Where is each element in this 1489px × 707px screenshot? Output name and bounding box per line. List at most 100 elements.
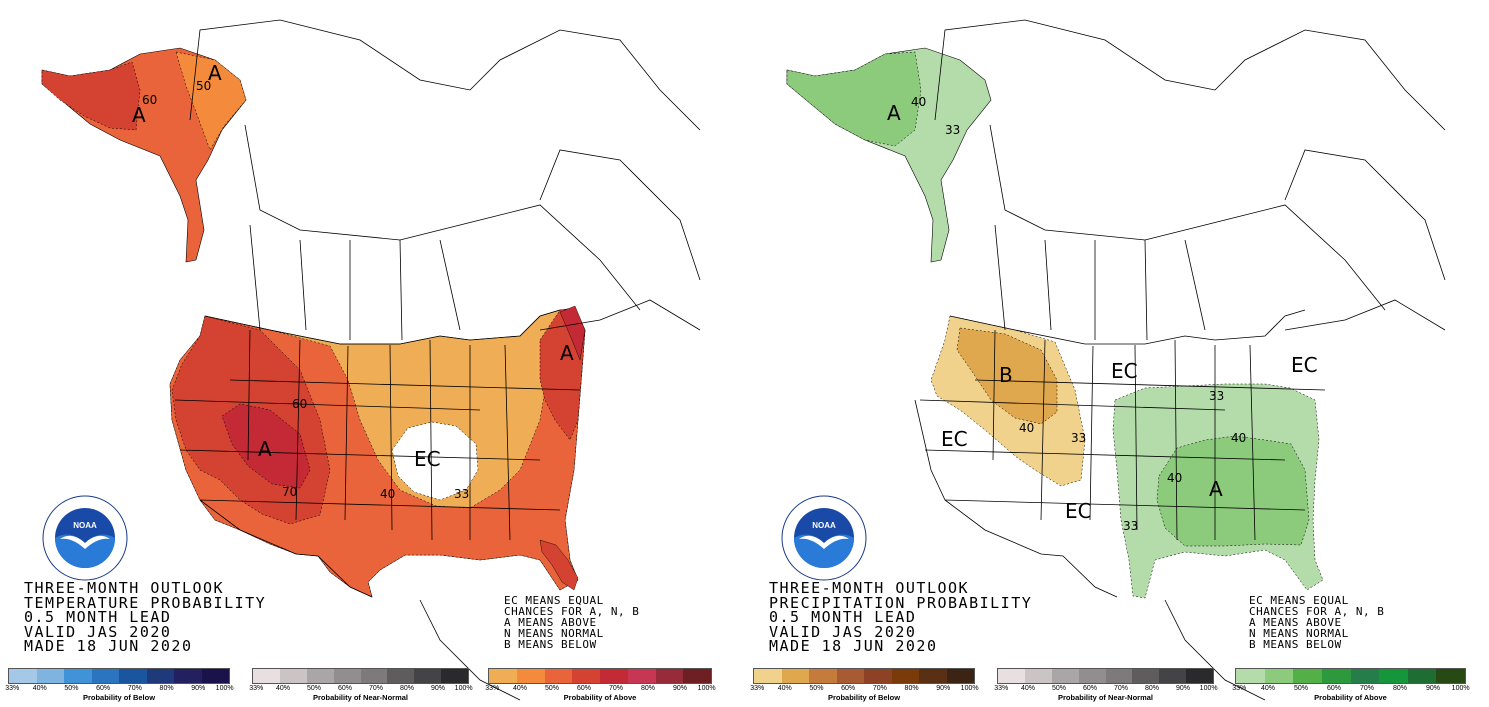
- legend-swatch: [279, 669, 307, 683]
- legend-swatch: [1132, 669, 1160, 683]
- precip-label-33: 33: [1071, 431, 1086, 445]
- southeast-wet-40: [1156, 435, 1310, 547]
- legend-caption: Probability of Near-Normal: [312, 693, 409, 702]
- legend-swatch: [414, 669, 442, 683]
- legend-tick-label: 33%: [485, 685, 500, 692]
- noaa-logo: NOAA: [781, 495, 867, 581]
- legend-swatch: [1078, 669, 1106, 683]
- precip-legend-below: 33% 40% 50% 60% 70% 80% 90% 100% Probability of …: [750, 668, 979, 702]
- legend-swatch: [1051, 669, 1079, 683]
- central-ec-area: [391, 421, 479, 501]
- legend-caption: Probability of Below: [827, 693, 901, 702]
- legend-caption: Probability of Above: [1314, 693, 1387, 702]
- legend-swatch: [1436, 669, 1465, 683]
- legend-tick-label: 33%: [994, 685, 1009, 692]
- legend-swatch: [544, 669, 573, 683]
- legend-tick-label: 33%: [1232, 685, 1247, 692]
- temp-label-alaska-a2: A: [132, 103, 146, 127]
- legend-ticks: 33% 40% 50% 60% 70% 80% 90% 100%: [249, 684, 472, 694]
- florida-above: [539, 539, 579, 591]
- precip-label-40: 40: [1019, 421, 1034, 435]
- legend-swatch: [572, 669, 600, 683]
- legend-caption: Probability of Near-Normal: [1057, 693, 1154, 702]
- precip-label-alaska-40: 40: [911, 95, 926, 109]
- title-line: TEMPERATURE PROBABILITY: [24, 593, 267, 612]
- legend-tick-label: 60%: [1326, 685, 1342, 692]
- legend-tick-label: 100%: [960, 685, 979, 692]
- legend-swatch: [1159, 669, 1187, 683]
- legend-swatch: [201, 669, 229, 683]
- precip-label-ec-west: EC: [941, 427, 968, 451]
- boundaries-temperature: [174, 19, 701, 701]
- precip-label-se-40: 40: [1231, 431, 1246, 445]
- legend-tick-label: 90%: [1425, 685, 1441, 692]
- legend-tick-label: 70%: [368, 685, 384, 692]
- ec-note-line: A MEANS ABOVE: [1249, 616, 1342, 629]
- legend-tick-label: 33%: [5, 685, 20, 692]
- title-line: MADE 18 JUN 2020: [769, 637, 938, 655]
- legend-caption: Probability of Below: [82, 693, 156, 702]
- noaa-logo-text: NOAA: [73, 521, 97, 530]
- legend-color-bar: [997, 668, 1214, 684]
- legend-tick-label: 50%: [1293, 685, 1309, 692]
- legend-swatch: [627, 669, 656, 683]
- legend-swatch: [781, 669, 809, 683]
- legend-swatch: [655, 669, 684, 683]
- temp-label-northeast-a: A: [560, 341, 574, 365]
- legend-swatch: [1236, 669, 1265, 683]
- northwest-dry-40: [956, 327, 1058, 425]
- legend-swatch: [1321, 669, 1351, 683]
- legend-swatch: [919, 669, 947, 683]
- legend-tick-label: 100%: [454, 685, 473, 692]
- legend-tick-label: 40%: [1020, 685, 1036, 692]
- precip-label-ec-north: EC: [1111, 359, 1138, 383]
- precipitation-title: THREE-MONTH OUTLOOK PRECIPITATION PROBAB…: [769, 581, 1032, 654]
- alaska-above-60: [41, 61, 141, 131]
- legend-swatch: [1264, 669, 1294, 683]
- precip-legend-above: 33% 40% 50% 60% 70% 80% 90% 100% Probability of …: [1232, 668, 1470, 702]
- legend-swatch: [36, 669, 64, 683]
- legend-tick-label: 70%: [872, 685, 887, 692]
- legend-tick-label: 60%: [841, 685, 856, 692]
- legend-tick-label: 90%: [936, 685, 951, 692]
- ec-note-line: N MEANS NORMAL: [1249, 627, 1349, 640]
- temperature-title: THREE-MONTH OUTLOOK TEMPERATURE PROBABIL…: [24, 581, 266, 654]
- legend-tick-label: 90%: [672, 685, 688, 692]
- title-line: VALID JAS 2020: [769, 622, 917, 641]
- precipitation-ec-note: EC MEANS EQUAL CHANCES FOR A, N, B A MEA…: [1249, 595, 1384, 650]
- legend-swatch: [441, 669, 468, 683]
- ec-note-line: CHANCES FOR A, N, B: [1249, 605, 1385, 618]
- legend-color-bar: [1235, 668, 1466, 684]
- legend-swatch: [387, 669, 415, 683]
- legend-swatch: [119, 669, 147, 683]
- alaska-wet-40: [786, 51, 922, 147]
- legend-swatch: [891, 669, 919, 683]
- legend-tick-label: 70%: [127, 685, 142, 692]
- precip-label-se-33b: 33: [1123, 519, 1138, 533]
- ec-note-line: B MEANS BELOW: [504, 638, 597, 651]
- temp-label-70: 70: [282, 485, 297, 499]
- legend-ticks: 33% 40% 50% 60% 70% 80% 90% 100%: [1232, 684, 1469, 694]
- legend-swatch: [146, 669, 174, 683]
- legend-tick-label: 40%: [1260, 685, 1276, 692]
- temp-legend-normal: 33% 40% 50% 60% 70% 80% 90% 100% Probability of …: [249, 668, 473, 702]
- legend-ticks: 33% 40% 50% 60% 70% 80% 90% 100%: [750, 684, 978, 694]
- ec-note-line: A MEANS ABOVE: [504, 616, 597, 629]
- title-line: 0.5 MONTH LEAD: [769, 608, 917, 626]
- legend-tick-label: 80%: [1144, 685, 1160, 692]
- legend-swatch: [754, 669, 782, 683]
- ec-note-line: EC MEANS EQUAL: [504, 594, 604, 607]
- legend-tick-label: 100%: [697, 685, 716, 692]
- temp-label-alaska-50: 50: [196, 79, 211, 93]
- ec-note-line: N MEANS NORMAL: [504, 627, 604, 640]
- temp-label-alaska-60: 60: [142, 93, 157, 107]
- legend-tick-label: 50%: [544, 685, 560, 692]
- legend-tick-label: 100%: [1199, 685, 1218, 692]
- legend-tick-label: 70%: [608, 685, 624, 692]
- legend-color-bar: [8, 668, 230, 684]
- legend-swatch: [9, 669, 37, 683]
- title-line: 0.5 MONTH LEAD: [24, 608, 172, 626]
- legend-tick-label: 50%: [306, 685, 322, 692]
- legend-swatch: [333, 669, 361, 683]
- legend-tick-label: 90%: [1175, 685, 1191, 692]
